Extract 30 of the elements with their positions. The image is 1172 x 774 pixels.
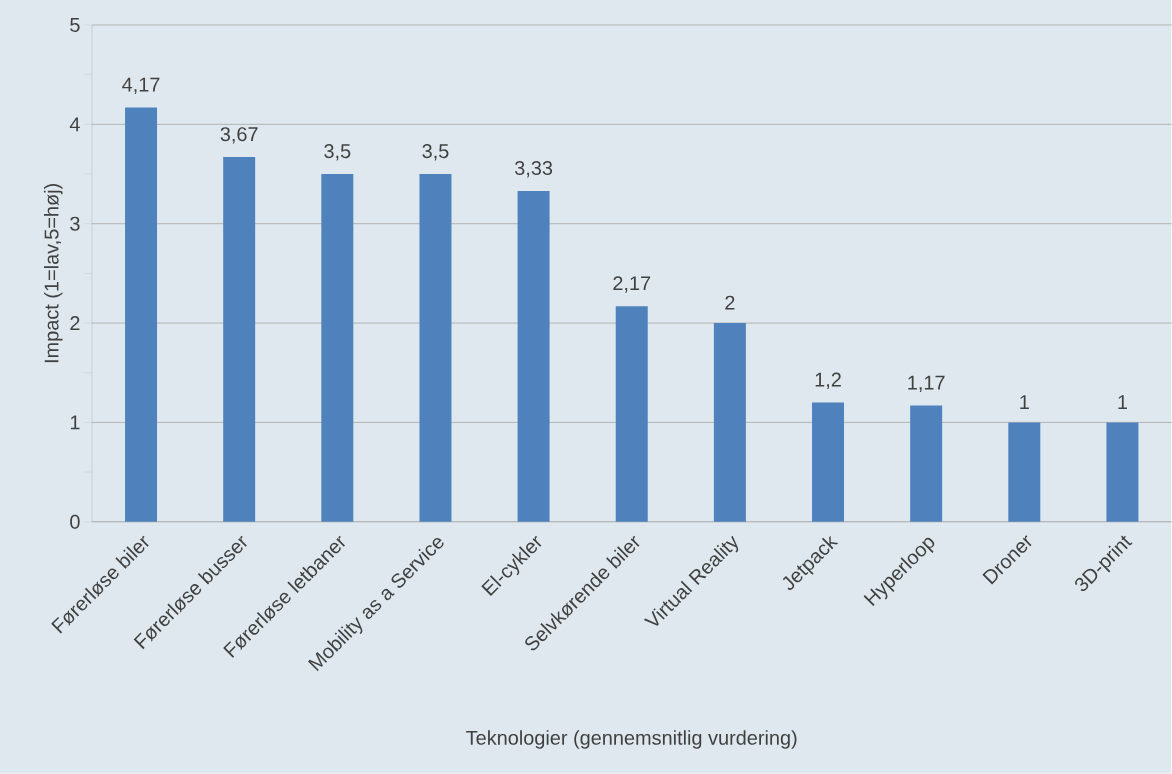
- x-axis-title: Teknologier (gennemsnitlig vurdering): [466, 730, 797, 749]
- data-label: 2,17: [613, 276, 651, 293]
- data-label: 3,67: [220, 127, 258, 144]
- data-label: 1,2: [815, 372, 841, 390]
- data-label: 1,17: [908, 375, 945, 393]
- data-label: 2: [725, 295, 735, 310]
- bar: [1106, 422, 1139, 522]
- y-tick-label: 2: [70, 316, 80, 331]
- data-label: 3,5: [324, 144, 351, 161]
- data-label: 3,5: [422, 144, 449, 161]
- bar: [321, 174, 354, 522]
- bar: [125, 107, 158, 522]
- data-label: 1: [1020, 395, 1029, 410]
- bar: [223, 157, 256, 522]
- data-label: 1: [1118, 395, 1127, 410]
- bar: [1008, 422, 1041, 522]
- bar: [615, 306, 648, 522]
- data-label: 4,17: [122, 77, 160, 95]
- y-tick-label: 5: [70, 18, 80, 33]
- bar: [812, 402, 845, 522]
- y-tick-label: 1: [70, 415, 80, 430]
- bar: [419, 174, 452, 522]
- data-label: 3,33: [514, 161, 553, 178]
- bar: [517, 191, 550, 522]
- y-tick-label: 4: [69, 117, 80, 132]
- bar: [713, 323, 746, 522]
- y-tick-label: 0: [70, 514, 80, 529]
- y-tick-label: 3: [70, 216, 80, 231]
- bar: [910, 405, 943, 522]
- y-axis-title: Impact (1=lav,5=høj): [43, 184, 63, 363]
